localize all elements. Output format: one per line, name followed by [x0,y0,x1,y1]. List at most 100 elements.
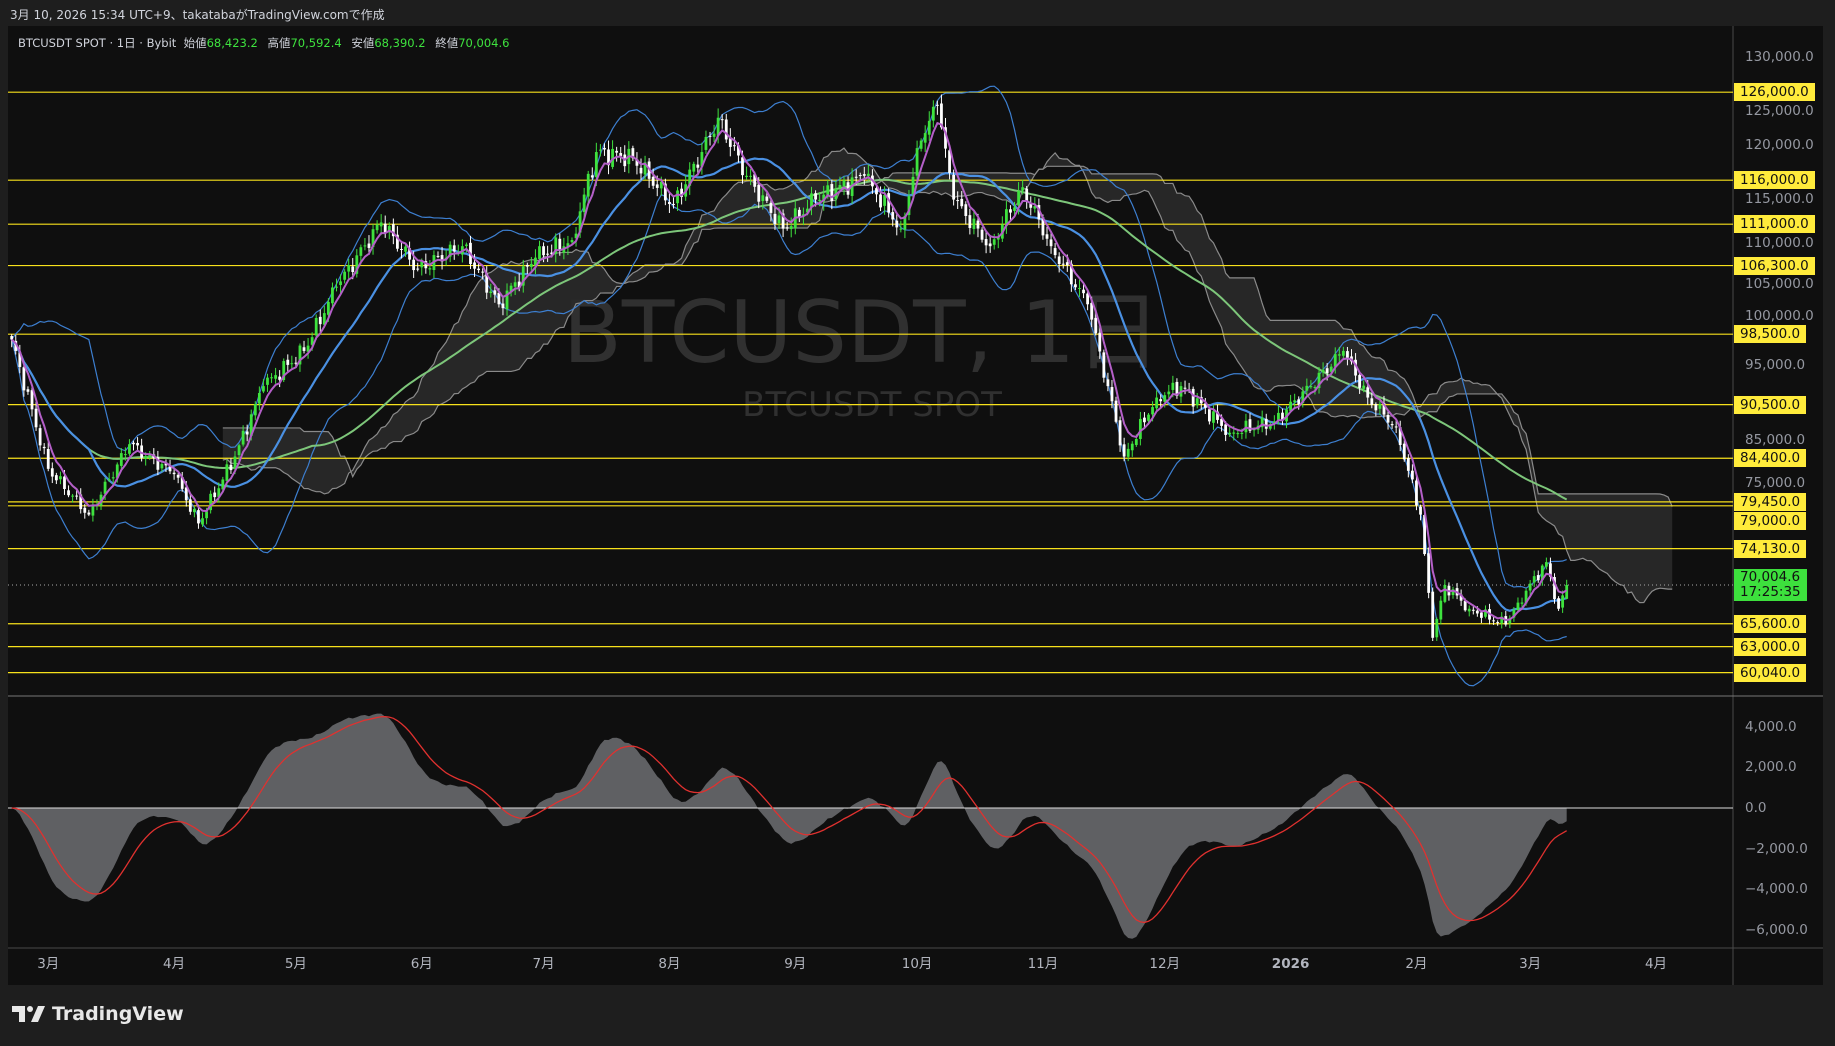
candle-body [919,140,923,149]
candle-body [387,226,391,233]
candle-body [237,445,241,456]
candle-body [704,136,708,150]
current-price-label[interactable]: 70,004.6 17:25:35 [1734,568,1807,601]
candle-body [123,454,127,456]
candle [724,113,728,143]
candle-body [777,215,781,224]
candle [197,504,200,529]
candle [1098,327,1102,359]
candle-body [517,281,521,288]
candle [318,309,322,333]
candle-body [375,224,379,231]
candle [1553,573,1556,604]
candle [1289,394,1292,413]
level-price-label[interactable]: 74,130.0 [1734,539,1807,558]
symbol-info[interactable]: BTCUSDT SPOT · 1日 · Bybit [18,36,177,50]
candle [1078,279,1081,297]
candle-body [1309,386,1313,388]
level-price-label[interactable]: 79,000.0 [1734,511,1807,530]
level-price-label[interactable]: 60,040.0 [1734,663,1807,682]
candle [371,224,375,255]
candle-body [1520,602,1524,604]
candle [229,458,233,474]
candle-body [339,281,342,286]
candle [1264,413,1268,436]
level-price-label[interactable]: 84,400.0 [1734,449,1807,468]
candle [501,295,505,316]
candle [1272,415,1276,430]
candle [217,482,221,503]
candle [221,476,225,492]
level-price-label[interactable]: 111,000.0 [1734,215,1815,234]
candle-body [534,257,537,266]
low-value: 68,390.2 [374,36,426,50]
candle-body [18,352,22,367]
candle [391,218,395,245]
level-price-label[interactable]: 98,500.0 [1734,325,1807,344]
candle-body [408,248,411,260]
level-price-label[interactable]: 65,600.0 [1734,614,1807,633]
candle-body [887,193,891,213]
candle-body [1463,600,1467,611]
candle-body [1390,424,1394,426]
candle-body [639,167,643,174]
candle-body [1524,590,1528,604]
candle-body [412,259,416,271]
candle [42,443,46,455]
candle [1122,437,1126,462]
candle-body [858,175,862,177]
candle [489,283,493,298]
candle-body [290,363,294,365]
candle-body [359,247,363,256]
candle-body [797,209,801,217]
level-price-label[interactable]: 116,000.0 [1734,171,1815,190]
candle-body [310,337,314,345]
candle [416,262,420,272]
candle [968,208,972,235]
candle-body [582,194,586,213]
candle-body [298,345,302,365]
candle [586,170,590,206]
candle-body [38,428,42,446]
macd-tick-label: −4,000.0 [1745,881,1808,898]
candle [688,162,692,195]
candle [858,172,862,180]
candle-body [1033,206,1037,209]
candle [481,268,485,280]
candle [927,111,931,141]
candle-body [935,104,939,106]
candle-body [866,173,870,177]
candle-body [282,361,286,381]
candle-body [1435,618,1439,638]
candle-body [1074,284,1077,288]
candle-body [741,157,744,176]
time-axis-label: 4月 [1644,956,1668,972]
level-price-label[interactable]: 126,000.0 [1734,83,1815,102]
candle-body [513,282,517,287]
level-price-label[interactable]: 90,500.0 [1734,395,1807,414]
level-price-label[interactable]: 63,000.0 [1734,637,1807,656]
candle [923,125,927,152]
candle-body [1378,404,1382,409]
candle-body [1268,424,1272,429]
candle-body [599,149,602,151]
candle-body [1009,209,1012,213]
candle-body [899,228,903,230]
candle-body [1114,400,1118,422]
candle-body [732,145,736,147]
candle-body [257,393,261,404]
candle [347,258,351,279]
level-price-label[interactable]: 79,450.0 [1734,492,1807,511]
candle [339,274,342,294]
candle [749,168,753,186]
level-price-label[interactable]: 106,300.0 [1734,256,1815,275]
candle [1557,596,1560,611]
candle-body [119,453,123,466]
brand-logo[interactable]: TradingView [12,1003,184,1025]
candle [1029,196,1033,216]
candle-body [245,431,249,435]
candle [1021,179,1025,195]
candle-body [164,463,168,466]
candle [440,246,444,270]
